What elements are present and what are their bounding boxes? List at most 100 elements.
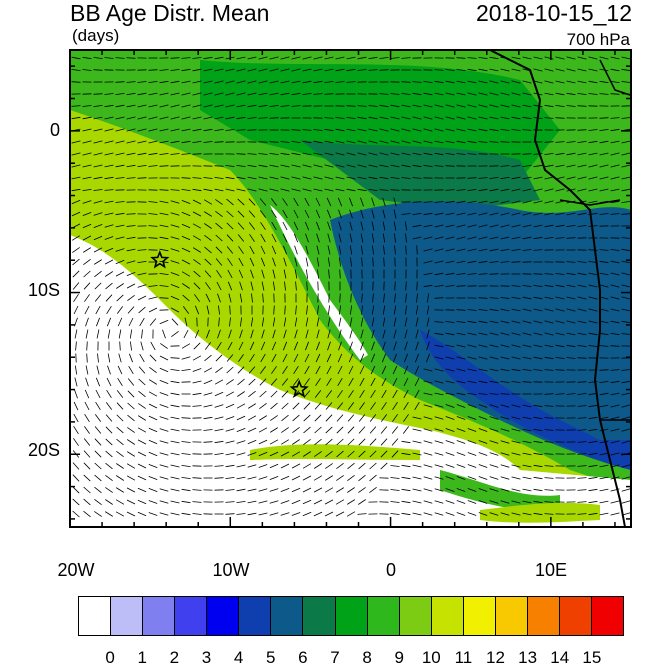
wind-barb [140,341,144,351]
wind-barb [118,329,122,339]
wind-barb [368,176,378,180]
wind-barb [313,511,323,517]
wind-barb [445,452,455,456]
wind-barb [148,237,158,239]
wind-barb [489,440,499,444]
wind-barb [302,129,312,131]
wind-barb [533,212,543,216]
wind-barb [238,354,244,362]
wind-barb [291,56,301,60]
colorbar-swatch [271,597,304,635]
wind-barb [214,68,224,72]
wind-barb [588,404,598,408]
wind-barb [137,451,147,457]
wind-barb [369,450,377,458]
wind-barb [204,258,212,266]
wind-barb [489,368,499,372]
wind-barb [360,233,364,243]
wind-barb [599,320,609,324]
wind-barb [478,512,488,516]
wind-barb [291,188,301,192]
wind-barb [159,116,169,120]
wind-barb [336,450,344,458]
wind-barb [324,188,334,192]
wind-barb [566,344,576,348]
wind-barb [368,56,378,60]
wind-barb [225,489,235,491]
wind-barb [327,245,331,255]
wind-barb [511,200,521,204]
wind-barb [588,452,598,456]
wind-barb [181,247,191,253]
wind-barb [445,165,455,167]
wind-barb [324,152,334,156]
wind-barb [117,365,123,375]
wind-barb [324,140,334,144]
wind-barb [577,357,587,359]
wind-barb [225,464,235,468]
wind-barb [170,80,180,84]
wind-barb [271,366,277,374]
wind-barb [621,237,631,239]
wind-barb [291,92,301,96]
wind-barb [215,258,223,266]
wind-barb [478,141,488,143]
wind-barb [335,176,345,180]
wind-barb [325,450,333,458]
wind-barb [126,487,136,493]
wind-barb [390,513,400,515]
wind-barb [315,353,321,363]
wind-barb [434,416,444,420]
wind-barb [170,128,180,132]
wind-barb [258,92,268,96]
wind-barb [237,378,245,386]
wind-barb [599,332,609,336]
wind-barb [280,68,290,72]
wind-barb [269,488,279,492]
wind-barb [401,93,411,95]
wind-barb [371,209,375,219]
wind-barb [105,294,113,302]
wind-barb [170,452,180,456]
wind-barb [445,80,455,84]
wind-barb [566,68,576,72]
wind-barb [214,188,224,192]
wind-barb [294,329,298,339]
wind-barb [294,257,298,267]
wind-barb [280,488,290,492]
wind-barb [511,285,521,287]
wind-barb [194,294,200,302]
wind-barb [390,189,400,191]
wind-barb [369,414,377,422]
wind-barb [137,295,147,301]
wind-barb [599,176,609,180]
wind-barb [138,403,146,409]
wind-barb [337,365,343,375]
wind-barb [511,476,521,480]
wind-barb [126,511,136,517]
wind-barb [379,152,389,156]
wind-barb [555,164,565,168]
wind-barb [555,308,565,312]
wind-barb [192,92,202,96]
wind-barb [555,224,565,228]
wind-barb [74,377,78,387]
wind-barb [382,341,386,351]
wind-barb [599,345,609,347]
wind-barb [599,68,609,72]
colorbar-swatch [335,597,368,635]
wind-barb [478,116,488,120]
wind-barb [489,212,499,216]
wind-barb [445,189,455,191]
wind-barb [434,428,444,432]
wind-barb [610,68,620,72]
wind-barb [116,306,124,314]
wind-barb [271,210,277,218]
wind-barb [522,476,532,480]
wind-barb [269,176,279,180]
wind-barb [478,297,488,299]
wind-barb [522,116,532,120]
wind-barb [348,353,354,363]
wind-barb [533,308,543,312]
wind-barb [370,402,376,410]
